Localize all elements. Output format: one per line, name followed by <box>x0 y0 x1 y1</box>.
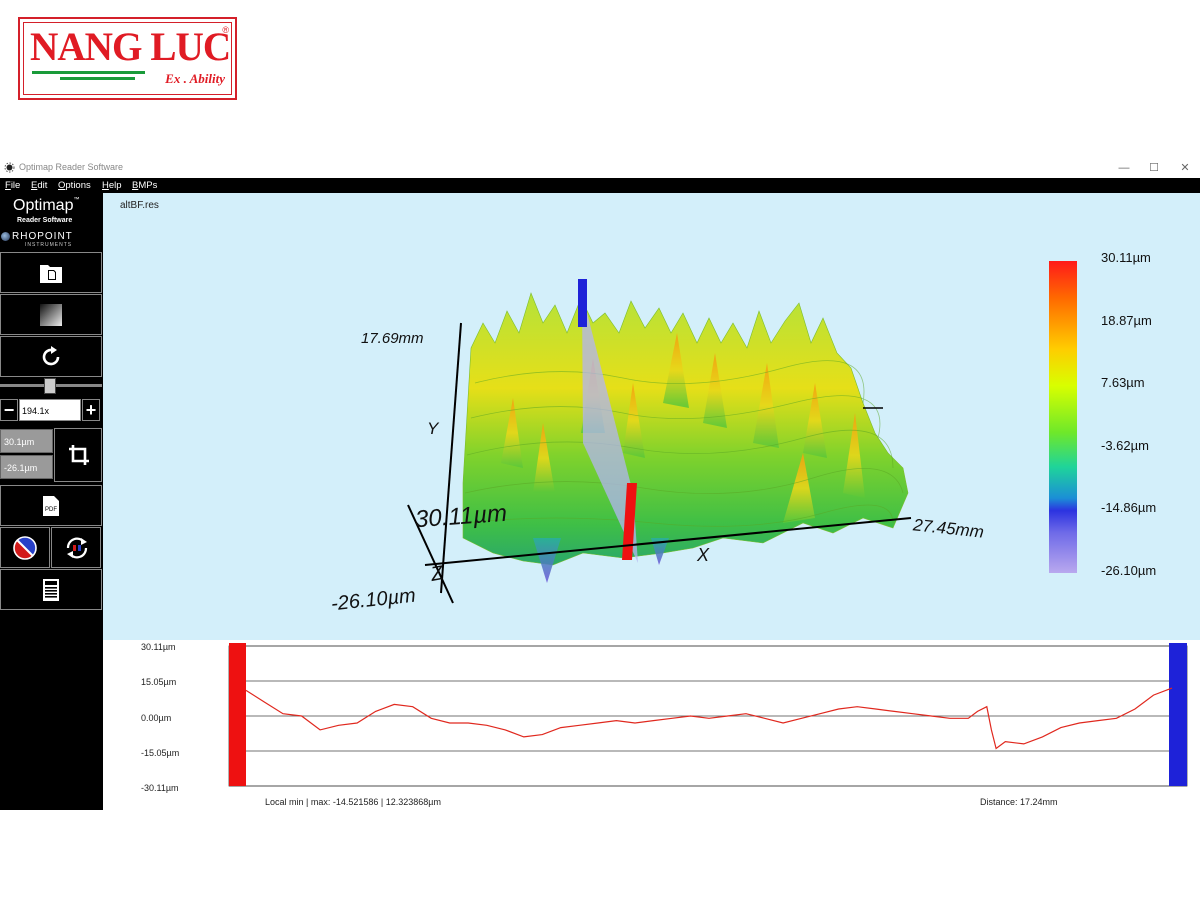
profile-line <box>245 687 1173 750</box>
pdf-export-button[interactable]: PDF <box>0 485 102 526</box>
y-tick-label: -30.11µm <box>141 783 179 793</box>
slider-thumb[interactable] <box>44 378 56 394</box>
app-window: Optimap Reader Software — ☐ ✕ File Edit … <box>0 158 1200 810</box>
zoom-out-button[interactable]: − <box>0 399 18 421</box>
zoom-in-button[interactable]: + <box>82 399 100 421</box>
menu-bar: File Edit Options Help BMPs <box>0 178 1200 193</box>
colorbar-label-1: 30.11µm <box>1101 250 1151 265</box>
crop-icon <box>69 445 89 465</box>
logo-text: NANG LUC <box>30 24 231 69</box>
menu-file[interactable]: File <box>5 180 21 191</box>
brand-name: Optimap™ <box>13 197 79 215</box>
local-minmax-label: Local min | max: -14.521586 | 12.323868µ… <box>265 797 441 807</box>
surface-plot <box>407 279 912 604</box>
close-button[interactable]: ✕ <box>1180 162 1190 174</box>
y-tick-label: 0.00µm <box>141 713 172 723</box>
color-scale-bar <box>1049 261 1077 573</box>
calculator-button[interactable] <box>0 569 102 610</box>
brand-name-text: Optimap <box>13 197 74 214</box>
menu-bmps[interactable]: BMPs <box>132 180 158 191</box>
swap-markers-button[interactable] <box>51 527 101 568</box>
menu-edit[interactable]: Edit <box>31 180 48 191</box>
axes <box>407 322 912 604</box>
shade-icon <box>40 303 62 326</box>
blue-marker[interactable] <box>1169 643 1187 786</box>
pdf-icon-text: PDF <box>45 507 57 513</box>
app-icon <box>4 162 15 173</box>
surface-valleys <box>533 538 669 583</box>
logo-registered-mark: ® <box>222 25 229 35</box>
crop-button[interactable] <box>54 428 102 482</box>
maximize-button[interactable]: ☐ <box>1149 162 1159 174</box>
refresh-icon <box>42 345 60 365</box>
axis-y-label: Y <box>427 419 439 438</box>
profile-grid <box>228 645 1188 787</box>
y-tick-label: -15.05µm <box>141 748 180 758</box>
profile-plane <box>582 293 638 563</box>
pdf-icon: PDF <box>43 495 59 516</box>
logo-tagline: Ex . Ability <box>165 71 225 86</box>
title-bar: Optimap Reader Software — ☐ ✕ <box>0 158 1200 178</box>
window-title: Optimap Reader Software <box>19 162 124 172</box>
shade-button[interactable] <box>0 294 102 335</box>
menu-help[interactable]: Help <box>102 180 122 191</box>
profile-plot <box>228 643 1188 787</box>
color-palette-icon <box>13 536 37 560</box>
distance-label: Distance: 17.24mm <box>980 797 1058 807</box>
refresh-button[interactable] <box>0 336 102 377</box>
axis-y-max-label: 17.69mm <box>361 330 424 347</box>
y-tick-label: 15.05µm <box>141 677 177 687</box>
globe-icon <box>1 232 10 241</box>
red-marker-3d <box>622 483 637 560</box>
brand-logo: NANG LUC ® Ex . Ability <box>18 17 237 100</box>
open-file-icon <box>40 264 62 283</box>
zoom-row: − 194.1x + <box>0 399 102 421</box>
brand-subtitle: Reader Software <box>17 217 73 224</box>
file-name-label: altBF.res <box>120 200 159 211</box>
range-max-field[interactable]: 30.1µm <box>0 429 53 453</box>
colorbar-label-5: -14.86µm <box>1101 500 1157 515</box>
logo-stripe-2 <box>60 77 135 80</box>
open-file-button[interactable] <box>0 252 102 293</box>
sidebar-brand: Optimap™ Reader Software RHOPOINT INSTRU… <box>0 195 103 251</box>
colorbar-label-4: -3.62µm <box>1101 438 1149 453</box>
logo-border <box>23 22 232 95</box>
surface-ridges <box>464 360 904 527</box>
brand-tm: ™ <box>73 197 80 203</box>
axis-x-label: X <box>697 545 710 565</box>
color-palette-button[interactable] <box>0 527 50 568</box>
blue-marker-3d <box>578 279 587 327</box>
sidebar: Optimap™ Reader Software RHOPOINT INSTRU… <box>0 193 103 810</box>
zoom-slider[interactable] <box>0 378 102 394</box>
y-tick-label: 30.11µm <box>141 642 176 652</box>
profile-chart[interactable]: 30.11µm 15.05µm 0.00µm -15.05µm -30.11µm… <box>103 640 1200 810</box>
company-subtitle: INSTRUMENTS <box>25 242 73 248</box>
company-name: RHOPOINT <box>12 231 73 242</box>
red-marker[interactable] <box>229 643 246 786</box>
calculator-icon <box>43 578 59 601</box>
range-min-field[interactable]: -26.1µm <box>0 455 53 479</box>
menu-options[interactable]: Options <box>58 180 91 191</box>
logo-stripe <box>32 71 145 74</box>
zoom-input[interactable]: 194.1x <box>19 399 81 421</box>
colorbar-label-6: -26.10µm <box>1101 563 1157 578</box>
colorbar-label-2: 18.87µm <box>1101 313 1152 328</box>
surface-3d-view[interactable]: altBF.res <box>103 193 1200 640</box>
swap-icon <box>66 537 88 559</box>
minimize-button[interactable]: — <box>1118 162 1130 174</box>
colorbar-label-3: 7.63µm <box>1101 375 1145 390</box>
